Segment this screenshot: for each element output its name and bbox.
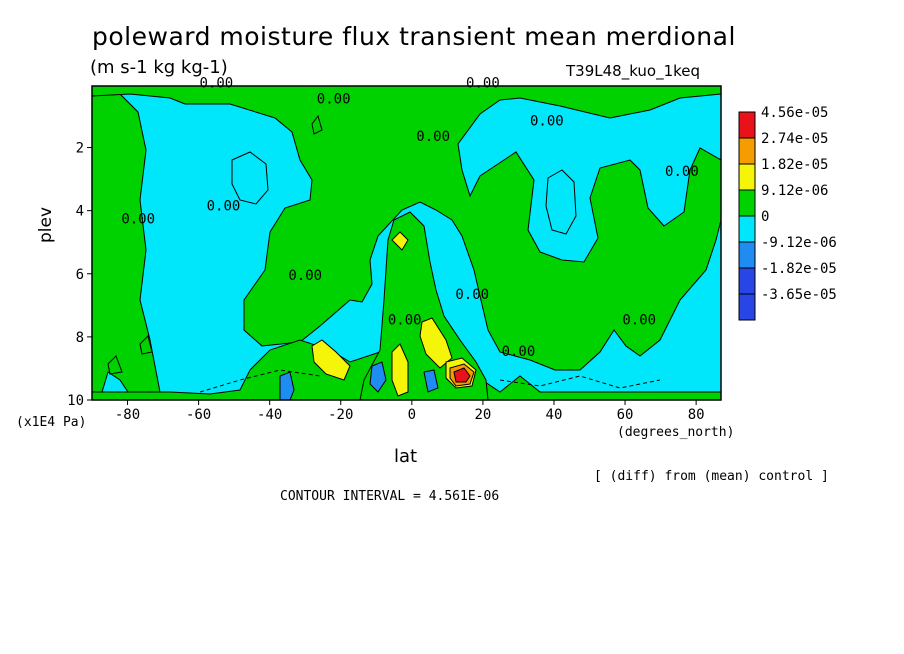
positive-region-sh-pole [92,91,161,396]
negative-island-sh [231,151,269,205]
yellow-patch-1 [311,339,351,381]
legend-swatch [738,215,756,243]
contour-value-label: 0.00 [466,76,500,92]
y-tick-label: 2 [76,141,84,157]
yellow-patch-2 [391,231,409,251]
contour-value-label: 0.00 [530,113,564,129]
y-tick-label: 10 [67,393,84,409]
color-legend: 4.56e-05 2.74e-05 1.82e-05 9.12e-06 0 -9.12e-… [738,105,837,321]
blue-patch-2 [369,361,387,393]
contour-value-label: 0.00 [388,312,422,328]
legend-label: -3.65e-05 [761,287,837,303]
legend-label: -1.82e-05 [761,261,837,277]
contour-loop-3 [311,114,323,135]
negative-island-nh [545,169,577,235]
contour-labels: 0.00 0.00 0.00 0.00 0.00 0.00 0.00 0.00 0.00 0.00… [121,76,698,360]
contour-value-label: 0.00 [317,91,351,107]
blue-patch-1 [279,371,295,400]
chart-title: poleward moisture flux transient mean me… [92,22,736,51]
x-tick-label: -20 [328,407,353,423]
contour-value-label: 0.00 [502,344,536,360]
legend-label: 1.82e-05 [761,157,828,173]
contour-value-label: 0.00 [665,164,699,180]
legend-label: -9.12e-06 [761,235,837,251]
y-tick-label: 4 [76,204,84,220]
x-tick-label: 80 [688,407,705,423]
contour-value-label: 0.00 [622,312,656,328]
x-axis-ticks: -80 -60 -40 -20 0 20 40 60 80 [115,400,705,423]
x-axis-unit: (degrees_north) [617,425,735,440]
diff-note: [ (diff) from (mean) control ] [594,469,829,484]
blue-patch-3 [423,369,439,393]
legend-swatch [738,137,756,165]
contour-value-label: 0.00 [207,199,241,215]
positive-region-sh-mid [92,86,721,371]
legend-swatch [738,163,756,191]
x-tick-label: 0 [408,407,416,423]
legend-label: 4.56e-05 [761,105,828,121]
chart-units: (m s-1 kg kg-1) [90,57,228,78]
legend-swatch [738,241,756,269]
contour-value-label: 0.00 [200,76,234,92]
contour-loop-2 [139,335,153,355]
x-tick-label: -40 [257,407,282,423]
legend-swatch [738,111,756,139]
x-axis-label: lat [394,446,418,467]
legend-swatch [738,189,756,217]
legend-label: 2.74e-05 [761,131,828,147]
contour-value-label: 0.00 [121,211,155,227]
contour-value-label: 0.00 [288,268,322,284]
legend-swatch [738,267,756,295]
contour-value-label: 0.00 [455,287,489,303]
experiment-name: T39L48_kuo_1keq [566,62,701,80]
x-tick-label: -60 [186,407,211,423]
y-axis-ticks: 2 4 6 8 10 [67,141,92,409]
contour-loop-1 [107,355,123,375]
yellow-patch-4 [391,343,409,397]
x-tick-label: 20 [474,407,491,423]
contour-value-label: 0.00 [416,129,450,145]
x-tick-label: 60 [617,407,634,423]
y-tick-label: 6 [76,267,84,283]
contour-interval: CONTOUR INTERVAL = 4.561E-06 [280,489,500,504]
y-tick-label: 8 [76,330,84,346]
legend-swatch [738,293,756,321]
x-tick-label: -80 [115,407,140,423]
y-axis-unit: (x1E4 Pa) [16,415,87,430]
x-tick-label: 40 [546,407,563,423]
plot-area [92,86,721,400]
legend-label: 9.12e-06 [761,183,828,199]
plot-frame [91,85,722,401]
legend-label: 0 [761,209,769,225]
red-max-patch [453,367,471,383]
